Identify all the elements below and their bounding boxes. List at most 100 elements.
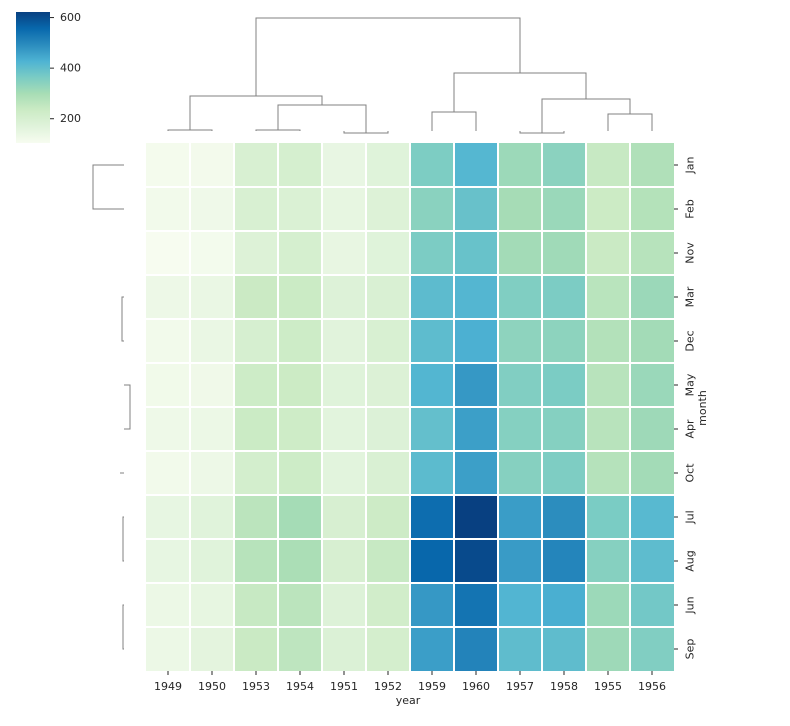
heatmap-cell [146, 363, 190, 407]
y-tick-label: Oct [684, 463, 697, 483]
heatmap-cell [190, 319, 234, 363]
heatmap-cell [234, 363, 278, 407]
y-tick-label: Nov [684, 242, 697, 264]
x-tick-label: 1951 [330, 680, 358, 693]
colorbar: 200 400 600 [16, 11, 81, 143]
heatmap-cell [366, 143, 410, 187]
column-dendrogram-link [189, 95, 323, 130]
heatmap-cell [366, 627, 410, 671]
heatmap-cell [542, 583, 586, 627]
heatmap-cell [586, 275, 630, 319]
x-tick-label: 1959 [418, 680, 446, 693]
heatmap-cell [586, 627, 630, 671]
x-tick-label: 1950 [198, 680, 226, 693]
heatmap-cell [190, 407, 234, 451]
heatmap-cell [322, 319, 366, 363]
heatmap-cell [498, 187, 542, 231]
heatmap-cell [586, 319, 630, 363]
heatmap-cell [454, 319, 498, 363]
heatmap-cell [278, 627, 322, 671]
x-tick-labels: 1949 1950 1953 1954 1951 1952 1959 1960 1957 1958… [154, 671, 666, 693]
heatmap-cell [146, 143, 190, 187]
heatmap-cell [410, 231, 454, 275]
row-dendrogram-link [122, 604, 124, 650]
heatmap-cell [630, 319, 674, 363]
row-dendrogram-link [121, 296, 124, 342]
heatmap-cell [498, 363, 542, 407]
heatmap-cell [234, 451, 278, 495]
column-dendrogram-link [277, 104, 367, 133]
heatmap-cell [322, 627, 366, 671]
heatmap-cell [366, 319, 410, 363]
heatmap-cell [630, 539, 674, 583]
heatmap-cell [586, 143, 630, 187]
heatmap-cell [234, 231, 278, 275]
y-tick-label: Mar [684, 286, 697, 307]
heatmap-cell [586, 495, 630, 539]
heatmap-cell [322, 231, 366, 275]
y-axis-label: month [696, 390, 709, 426]
y-tick-label: Sep [684, 639, 697, 660]
heatmap-cell [630, 143, 674, 187]
heatmap-cell [322, 495, 366, 539]
heatmap-cell [278, 275, 322, 319]
y-tick-label: Jul [684, 510, 697, 524]
column-dendrogram-link [255, 17, 521, 96]
heatmap-cell [542, 627, 586, 671]
y-tick-label: Dec [684, 330, 697, 351]
heatmap-cell [322, 583, 366, 627]
row-dendrogram [93, 165, 131, 650]
heatmap-cell [630, 451, 674, 495]
heatmap-cell [146, 407, 190, 451]
x-tick-label: 1949 [154, 680, 182, 693]
heatmap-cell [498, 539, 542, 583]
heatmap-cell [366, 407, 410, 451]
heatmap-cell [454, 407, 498, 451]
heatmap-cell [278, 363, 322, 407]
heatmap-cell [234, 583, 278, 627]
row-dendrogram-link [124, 384, 131, 430]
heatmap-cell [278, 143, 322, 187]
heatmap-cell [498, 407, 542, 451]
heatmap-cell [190, 231, 234, 275]
column-dendrogram-link [607, 113, 653, 131]
column-dendrogram-link [255, 129, 301, 131]
x-tick-label: 1954 [286, 680, 314, 693]
y-tick-label: Jan [684, 156, 697, 174]
heatmap-cell [190, 495, 234, 539]
heatmap-cell [366, 583, 410, 627]
x-axis-label: year [396, 694, 421, 707]
heatmap-cell [234, 495, 278, 539]
heatmap-cell [454, 363, 498, 407]
heatmap-cell [630, 495, 674, 539]
heatmap-cell [498, 583, 542, 627]
heatmap-cell [630, 231, 674, 275]
heatmap-cell [586, 231, 630, 275]
heatmap-cell [322, 407, 366, 451]
heatmap-cell [190, 187, 234, 231]
heatmap-cell [410, 539, 454, 583]
heatmap-cell [542, 143, 586, 187]
heatmap-cell [146, 451, 190, 495]
heatmap-cell [410, 407, 454, 451]
heatmap-cell [542, 495, 586, 539]
column-dendrogram-link [541, 98, 631, 133]
heatmap-cell [410, 143, 454, 187]
row-dendrogram-link [122, 516, 124, 562]
y-tick-label: Apr [684, 419, 697, 439]
x-tick-label: 1958 [550, 680, 578, 693]
heatmap-cell [630, 275, 674, 319]
heatmap-cell [454, 275, 498, 319]
heatmap-cell [542, 539, 586, 583]
heatmap-cell [278, 187, 322, 231]
heatmap-cell [454, 495, 498, 539]
heatmap-cell [542, 451, 586, 495]
heatmap-cell [146, 319, 190, 363]
heatmap-cell [278, 583, 322, 627]
y-tick-labels: Jan Feb Nov Mar Dec May Apr Oct Jul Aug Jun Sep [674, 156, 697, 659]
heatmap-cell [234, 407, 278, 451]
heatmap-cell [366, 187, 410, 231]
heatmap-cell [190, 143, 234, 187]
heatmap-cell [366, 231, 410, 275]
